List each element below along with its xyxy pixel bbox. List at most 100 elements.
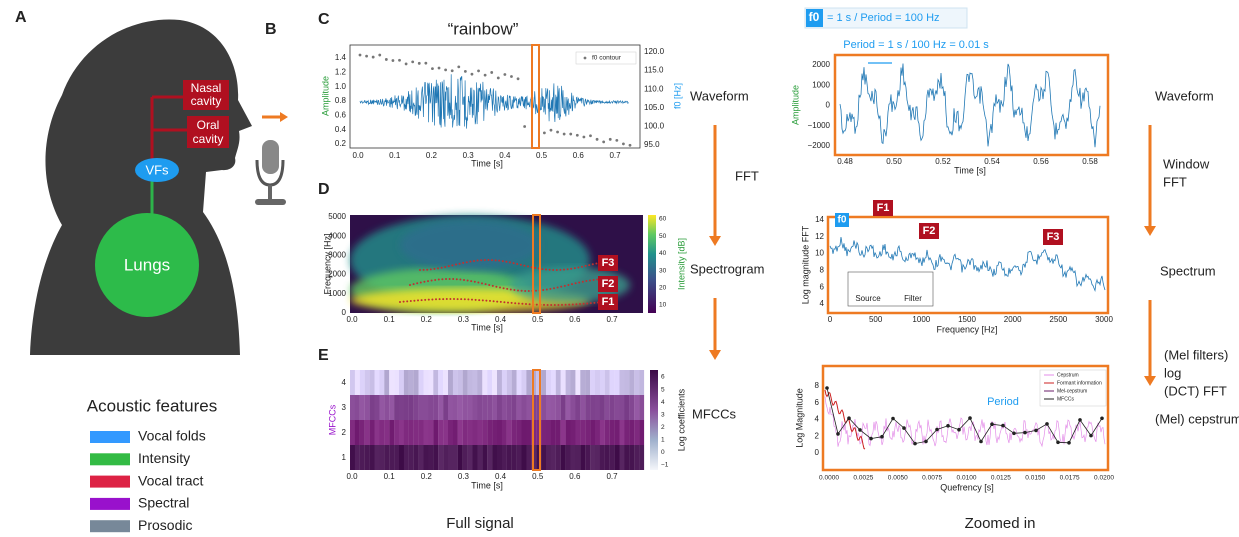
mfcc-cell (403, 395, 409, 420)
x-tick-label: 0.6 (569, 315, 581, 324)
mfcc-cell (374, 445, 380, 470)
formant-dot (510, 301, 513, 304)
mfcc-cell (462, 420, 468, 445)
f0-point (549, 128, 553, 132)
column-title: Full signal (446, 515, 514, 532)
mfcc-cell (354, 370, 360, 395)
mfcc-point (825, 386, 829, 390)
mfcc-cell (511, 420, 517, 445)
colorbar (650, 370, 658, 470)
mfcc-point (847, 416, 851, 421)
mfcc-cell (374, 395, 380, 420)
formant-dot (528, 303, 531, 306)
mfcc-cell (599, 395, 605, 420)
mfcc-cell (477, 395, 483, 420)
mfcc-cell (438, 445, 444, 470)
formant-dot (595, 262, 598, 265)
formant-dot (409, 300, 412, 303)
mfcc-cell (418, 420, 424, 445)
mfcc-point (1012, 431, 1016, 436)
y-tick-label: 8 (815, 381, 820, 390)
y-axis-label: Frequency [Hz] (322, 233, 332, 294)
formant-dot (431, 298, 434, 301)
mfcc-cell (408, 420, 414, 445)
inset-label: Source (855, 294, 881, 303)
mfcc-cell (457, 420, 463, 445)
mfcc-cell (497, 420, 502, 445)
mfcc-cell (350, 445, 355, 470)
mfcc-cell (639, 395, 645, 420)
mfcc-cell (506, 395, 512, 420)
y-tick-label: 5000 (328, 212, 346, 221)
y-tick-label: −1000 (808, 121, 831, 130)
mfcc-cell (408, 395, 414, 420)
mfcc-cell (477, 370, 483, 395)
mfcc-cell (604, 445, 610, 470)
formant-dot (417, 299, 419, 302)
legend-swatch (90, 475, 130, 488)
formant-dot (462, 261, 465, 264)
formant-dot (413, 299, 416, 302)
mfcc-cell (501, 395, 507, 420)
x-tick-label: 0.56 (1033, 157, 1049, 166)
f0-point (444, 68, 448, 72)
formant-dot (543, 303, 545, 306)
mfcc-cell (590, 445, 596, 470)
x-tick-label: 0.4 (499, 151, 511, 160)
f0-point (510, 75, 513, 78)
formant-dot (563, 268, 565, 271)
f0-point (490, 71, 494, 74)
step-label: Spectrogram (690, 261, 764, 276)
mfcc-cell (624, 420, 630, 445)
formant-dot (419, 281, 422, 284)
mfcc-cell (634, 395, 640, 420)
x-tick-label: 0.1 (384, 315, 396, 324)
y-tick-label: 1 (342, 453, 347, 462)
x-tick-label: 0.6 (573, 151, 585, 160)
formant-box (598, 276, 618, 292)
mfcc-cell (492, 395, 498, 420)
f0-point (411, 60, 415, 64)
mfcc-cell (511, 445, 517, 470)
f0-point (582, 135, 586, 139)
mfcc-cell (394, 370, 400, 395)
mfcc-point (902, 426, 906, 430)
formant-dot (589, 279, 591, 282)
formant-box (919, 223, 939, 239)
step-label: Spectrum (1160, 263, 1216, 278)
x-tick-label: 2000 (1004, 315, 1022, 324)
x-tick-label: 0.0025 (853, 475, 873, 482)
mfcc-cell (565, 395, 571, 420)
f0-point (562, 132, 566, 136)
mfcc-cell (423, 395, 429, 420)
y-tick-label: 0 (661, 449, 665, 456)
y-tick-label: 6 (815, 398, 820, 407)
cepstrum-line (824, 396, 1106, 448)
f0-point (384, 58, 388, 61)
y-tick-label: 115.0 (644, 66, 664, 75)
mfcc-point (1100, 416, 1104, 421)
mfcc-cell (536, 395, 542, 420)
formant-label: F2 (602, 278, 615, 290)
legend-label: Vocal folds (138, 428, 206, 444)
mfcc-cell (624, 445, 630, 470)
mfcc-cell (614, 395, 620, 420)
mfcc-cell (433, 370, 439, 395)
mfcc-cell (570, 420, 576, 445)
lungs-label: Lungs (124, 255, 170, 274)
mfcc-cell (350, 370, 355, 395)
f0-point (450, 69, 454, 73)
mfcc-cell (399, 445, 404, 470)
selection (532, 369, 541, 471)
mfcc-cell (570, 395, 576, 420)
x-tick-label: 0.1 (384, 472, 396, 481)
mfcc-cell (629, 420, 635, 445)
mfcc-cell (487, 420, 493, 445)
formant-dot (567, 283, 570, 286)
f0-point (608, 137, 612, 141)
waveform (839, 63, 1101, 148)
mfcc-cell (369, 395, 375, 420)
formant-label: F3 (602, 257, 615, 269)
f0-point (575, 133, 579, 137)
mfcc-cell (354, 445, 360, 470)
